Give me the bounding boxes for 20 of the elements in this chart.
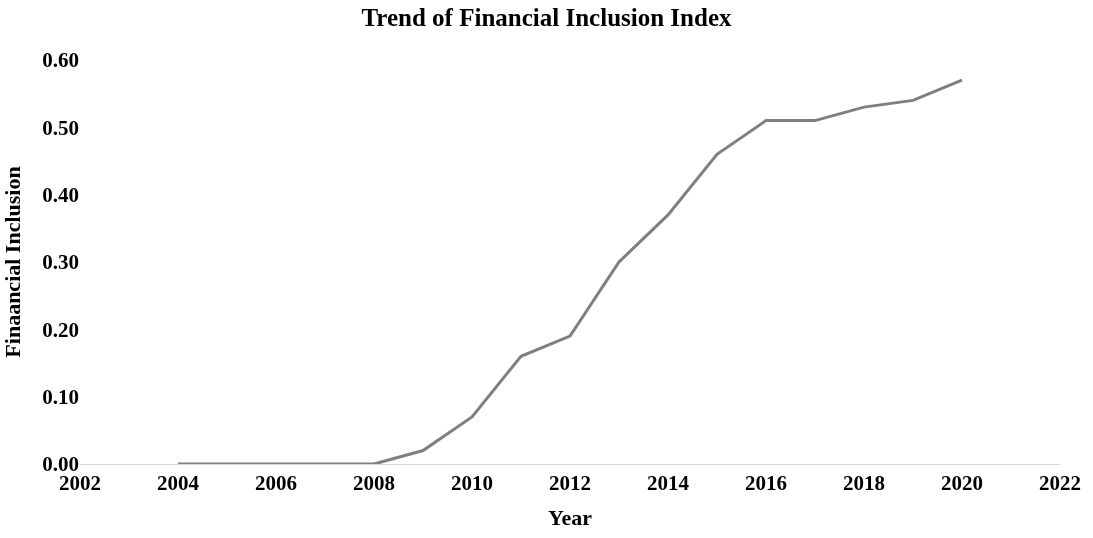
x-tick-label: 2004: [157, 471, 200, 496]
x-tick-label: 2016: [745, 471, 787, 496]
y-tick-label: 0.10: [42, 385, 79, 410]
x-axis-title: Year: [548, 505, 593, 531]
x-tick-label: 2010: [451, 471, 493, 496]
y-tick-label: 0.50: [42, 115, 79, 140]
chart-title: Trend of Financial Inclusion Index: [361, 3, 732, 31]
x-tick-label: 2012: [549, 471, 591, 496]
line-series: [176, 78, 964, 464]
y-tick-label: 0.30: [42, 250, 79, 275]
y-axis-title: Finaancial Inclusion: [0, 166, 26, 358]
y-tick-label: 0.20: [42, 317, 79, 342]
x-tick-label: 2022: [1039, 471, 1081, 496]
x-tick-label: 2014: [647, 471, 690, 496]
x-tick-label: 2020: [941, 471, 983, 496]
y-tick-label: 0.60: [42, 48, 79, 73]
x-tick-label: 2006: [255, 471, 297, 496]
x-tick-label: 2008: [353, 471, 395, 496]
y-tick-label: 0.40: [42, 183, 79, 208]
x-tick-label: 2018: [843, 471, 885, 496]
